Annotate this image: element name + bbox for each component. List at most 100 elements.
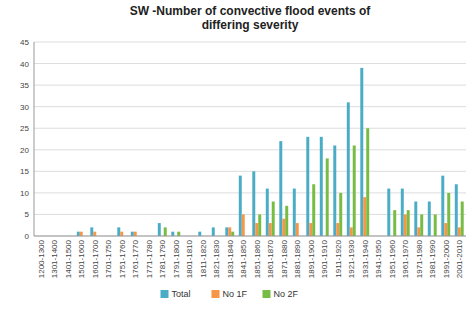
grid-line: [34, 42, 466, 43]
bar: [428, 202, 431, 236]
legend: Total No 1F No 2F: [161, 289, 299, 299]
y-tick-label: 10: [20, 189, 29, 198]
x-tick-label: 1921-1930: [347, 239, 356, 278]
x-tick-label: 1891-1900: [307, 239, 316, 278]
x-tick-label: 1771-1780: [145, 239, 154, 278]
grid-line: [34, 171, 466, 172]
x-tick-label: 1501-1600: [77, 239, 86, 278]
x-tick-label: 1301-1400: [50, 239, 59, 278]
bar: [407, 210, 410, 236]
bar: [347, 102, 350, 236]
y-tick-label: 25: [20, 124, 29, 133]
y-axis: 051015202530354045: [20, 38, 466, 241]
x-tick-label: 1791-1800: [172, 239, 181, 278]
bar: [350, 227, 353, 236]
title: SW -Number of convective flood events of…: [130, 4, 372, 32]
bar: [77, 232, 80, 236]
bar: [404, 214, 407, 236]
bar: [177, 232, 180, 236]
y-tick-label: 15: [20, 167, 29, 176]
bar: [444, 223, 447, 236]
x-tick-label: 1601-1700: [91, 239, 100, 278]
bar: [117, 227, 120, 236]
x-tick-label: 1981-1990: [428, 239, 437, 278]
bar: [306, 137, 309, 236]
bar: [339, 193, 342, 236]
bar: [285, 206, 288, 236]
bar: [90, 227, 93, 236]
x-tick-label: 1200-1300: [37, 239, 46, 278]
bar: [326, 158, 329, 236]
bar: [282, 219, 285, 236]
x-tick-label: 1831-1840: [226, 239, 235, 278]
bar: [158, 223, 161, 236]
bar: [225, 227, 228, 236]
bar: [239, 176, 242, 236]
grid-line: [34, 63, 466, 64]
bar: [387, 189, 390, 236]
y-tick-label: 20: [20, 146, 29, 155]
legend-label: No 2F: [274, 289, 299, 299]
x-axis: 1200-1300 1301-1400 1401-1500 1501-1600 1601…: [34, 236, 466, 278]
x-tick-label: 1861-1870: [266, 239, 275, 278]
bar: [309, 223, 312, 236]
bar: [420, 214, 423, 236]
y-tick-label: 5: [25, 210, 30, 219]
x-tick-label: 1751-1760: [118, 239, 127, 278]
x-tick-label: 1401-1500: [64, 239, 73, 278]
bar: [269, 223, 272, 236]
x-tick-label: 1821-1830: [212, 239, 221, 278]
bar: [360, 68, 363, 236]
title-line: differing severity: [202, 18, 299, 32]
bar: [441, 176, 444, 236]
bar: [312, 184, 315, 236]
x-tick-label: 1811-1820: [199, 239, 208, 277]
title-line: SW -Number of convective flood events of: [130, 4, 372, 18]
y-tick-label: 45: [20, 38, 29, 47]
bar: [93, 232, 96, 236]
bar: [296, 223, 299, 236]
x-tick-label: 1941-1950: [374, 239, 383, 278]
bar: [353, 145, 356, 236]
x-axis-line: [34, 236, 466, 237]
bar: [447, 193, 450, 236]
legend-swatch: [161, 290, 169, 298]
x-tick-label: 1801-1810: [185, 239, 194, 278]
legend-label: No 1F: [223, 289, 248, 299]
chart: SW -Number of convective flood events of…: [0, 0, 474, 311]
y-tick-label: 30: [20, 103, 29, 112]
bar: [212, 227, 215, 236]
bar: [320, 137, 323, 236]
bars: [77, 68, 464, 236]
bar: [363, 197, 366, 236]
bar: [414, 202, 417, 236]
bar: [266, 189, 269, 236]
bar: [455, 184, 458, 236]
bar: [366, 128, 369, 236]
legend-swatch: [263, 290, 271, 298]
bar: [80, 232, 83, 236]
bar: [134, 232, 137, 236]
bar: [258, 214, 261, 236]
legend-label: Total: [172, 289, 191, 299]
bar: [242, 214, 245, 236]
bar: [336, 223, 339, 236]
x-tick-label: 1991-2000: [442, 239, 451, 278]
bar: [417, 227, 420, 236]
bar: [272, 202, 275, 236]
x-tick-label: 1951-1960: [388, 239, 397, 278]
bar: [293, 189, 296, 236]
x-tick-label: 1761-1770: [131, 239, 140, 278]
y-axis-line: [34, 42, 35, 236]
bar: [279, 141, 282, 236]
bar: [198, 232, 201, 236]
bar: [255, 223, 258, 236]
y-tick-label: 40: [20, 60, 29, 69]
bar: [461, 202, 464, 236]
bar: [252, 171, 255, 236]
bar: [434, 214, 437, 236]
y-tick-label: 0: [25, 232, 30, 241]
bar: [228, 227, 231, 236]
bar: [231, 232, 234, 236]
x-tick-label: 1881-1890: [293, 239, 302, 278]
